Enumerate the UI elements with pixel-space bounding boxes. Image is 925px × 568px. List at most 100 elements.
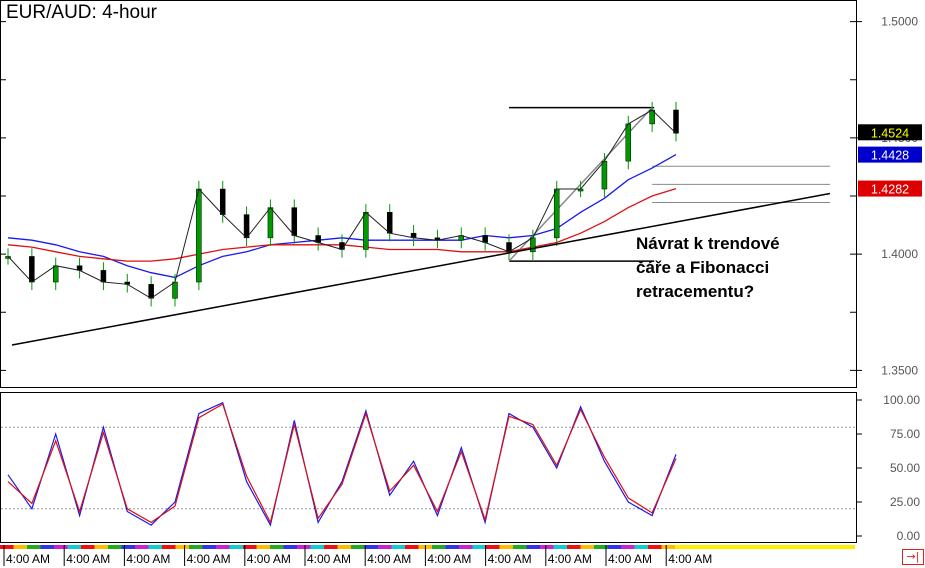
stochastic-oscillator — [7, 401, 677, 527]
chart-title: EUR/AUD: 4-hour — [6, 2, 157, 23]
scroll-to-end-button[interactable]: →| — [902, 549, 924, 565]
time-axis-color-segment — [445, 545, 459, 549]
time-axis-color-segment — [27, 545, 41, 549]
price-candle — [386, 212, 393, 234]
time-axis: 4:00 AM 4:00 AM 4:00 AM 4:00 AM 4:00 AM 4:00 … — [0, 545, 855, 566]
time-tick-label: 4:00 AM — [187, 552, 231, 566]
time-tick-label: 4:00 AM — [126, 552, 170, 566]
price-candle — [363, 212, 369, 250]
time-axis-color-segment — [108, 545, 122, 549]
time-axis-color-segment — [283, 545, 297, 549]
time-axis-color-segment — [148, 545, 162, 549]
time-axis-color-segment — [135, 545, 149, 549]
time-axis-color-segment — [121, 545, 135, 549]
time-axis-color-segment — [472, 545, 486, 549]
time-axis-color-segment — [94, 545, 108, 549]
time-tick-label: 4:00 AM — [427, 552, 471, 566]
time-axis-color-segment — [540, 545, 554, 549]
time-axis-color-segment — [594, 545, 608, 549]
time-axis-color-segment — [189, 545, 203, 549]
price-badge — [858, 180, 922, 197]
time-axis-color-segment — [351, 545, 365, 549]
price-candle — [482, 235, 488, 243]
chart-annotation: Návrat k trendové čáře a Fibonacci retra… — [636, 232, 780, 304]
time-axis-color-segment — [391, 545, 405, 549]
price-candle — [172, 281, 178, 299]
time-axis-color-segment — [634, 545, 648, 549]
time-axis-color-segment — [0, 545, 14, 549]
time-axis-color-segment — [175, 545, 189, 549]
time-axis-color-segment — [256, 545, 270, 549]
time-axis-color-segment — [216, 545, 230, 549]
price-candle — [148, 284, 154, 299]
price-close-line — [7, 109, 677, 299]
price-badge — [858, 124, 922, 141]
time-tick-label: 4:00 AM — [247, 552, 291, 566]
time-axis-color-segment — [324, 545, 338, 549]
time-axis-color-segment — [67, 545, 81, 549]
time-axis-color-segment — [675, 545, 855, 549]
price-tick-label: 1.4000 — [881, 247, 918, 261]
time-axis-color-segment — [297, 545, 311, 549]
price-badge — [858, 146, 922, 163]
time-axis-color-segment — [526, 545, 540, 549]
time-tick-label: 4:00 AM — [668, 552, 712, 566]
price-candle — [625, 123, 632, 162]
time-axis-color-segment — [364, 545, 378, 549]
stochastic-d-line — [7, 403, 677, 525]
oscillator-axis: 100.00 75.00 50.00 25.00 0.00 — [856, 393, 920, 543]
time-axis-color-segment — [661, 545, 675, 549]
annotation-line: čáře a Fibonacci — [636, 258, 770, 277]
oscillator-tick-label: 50.00 — [890, 461, 920, 475]
time-tick-label: 4:00 AM — [367, 552, 411, 566]
price-badge-label: 1.4282 — [871, 183, 909, 197]
time-axis-color-segment — [337, 545, 351, 549]
time-tick-label: 4:00 AM — [6, 552, 50, 566]
time-axis-color-segment — [648, 545, 662, 549]
scroll-to-end-icon: →| — [906, 550, 920, 563]
price-candle — [673, 109, 679, 134]
price-candle — [243, 214, 250, 239]
time-tick-label: 4:00 AM — [488, 552, 532, 566]
price-candle — [29, 256, 35, 283]
price-candle — [52, 265, 59, 283]
time-axis-color-segment — [81, 545, 95, 549]
time-tick-label: 4:00 AM — [66, 552, 110, 566]
oscillator-panel-frame — [0, 392, 857, 543]
time-axis-color-segment — [13, 545, 27, 549]
time-axis-color-segment — [162, 545, 176, 549]
price-series — [5, 101, 679, 307]
price-badge-label: 1.4524 — [871, 126, 909, 140]
time-axis-color-segment — [40, 545, 54, 549]
price-candle — [601, 160, 608, 190]
time-axis-color-segment — [459, 545, 473, 549]
time-axis-color-segment — [432, 545, 446, 549]
oscillator-tick-label: 100.00 — [883, 393, 920, 407]
time-axis-color-segment — [607, 545, 621, 549]
price-tick-label: 1.5000 — [881, 15, 918, 29]
price-tick-label: 1.3500 — [881, 363, 918, 377]
time-axis-color-segment — [378, 545, 392, 549]
time-axis-color-segment — [270, 545, 284, 549]
price-badge-label: 1.4428 — [871, 149, 909, 163]
annotation-line: retracementu? — [636, 282, 755, 301]
price-candle — [219, 188, 226, 215]
time-axis-color-segment — [229, 545, 243, 549]
price-candle — [315, 235, 321, 243]
time-tick-label: 4:00 AM — [608, 552, 652, 566]
time-axis-color-segment — [405, 545, 419, 549]
price-candle — [291, 207, 298, 236]
time-tick-label: 4:00 AM — [307, 552, 351, 566]
time-axis-color-segment — [621, 545, 635, 549]
time-axis-color-segment — [513, 545, 527, 549]
time-tick-label: 4:00 AM — [548, 552, 592, 566]
time-axis-color-segment — [54, 545, 68, 549]
oscillator-tick-label: 0.00 — [897, 529, 921, 543]
oscillator-reference-lines — [1, 426, 856, 510]
trendline-segment — [11, 192, 831, 346]
price-candle — [553, 188, 560, 239]
oscillator-tick-label: 25.00 — [890, 495, 920, 509]
price-candle — [530, 237, 536, 253]
price-candle — [100, 270, 107, 283]
